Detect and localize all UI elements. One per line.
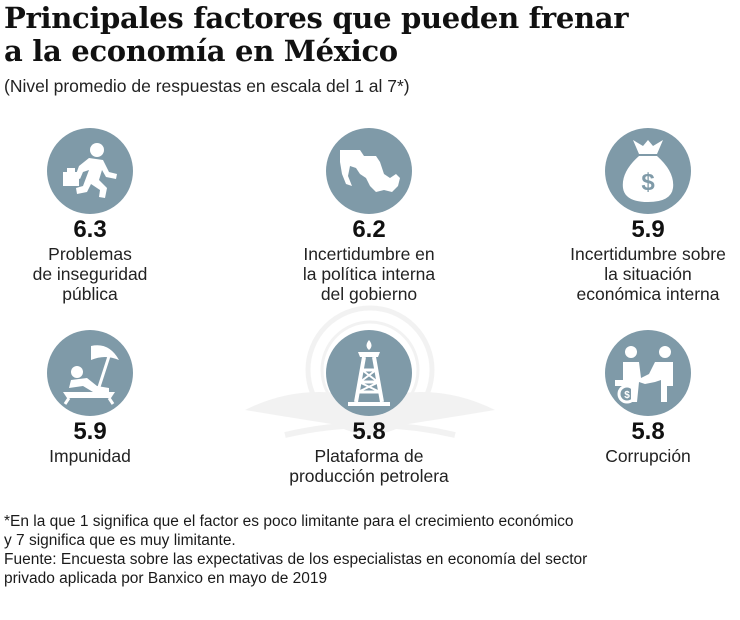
factor-value: 5.9 <box>631 216 665 243</box>
factor-label-line: Problemas <box>48 244 132 264</box>
factor-label: Problemas de inseguridad pública <box>0 244 210 304</box>
factor-label-line: la situación <box>604 264 692 284</box>
footnotes: *En la que 1 significa que el factor es … <box>4 512 734 588</box>
factor-label-line: Incertidumbre en <box>303 244 435 264</box>
factor-card-inseguridad: 6.3 Problemas de inseguridad pública <box>0 128 210 304</box>
beach-relax-icon <box>63 345 119 405</box>
factor-label-line: pública <box>62 284 118 304</box>
chart-subtitle: (Nivel promedio de respuestas en escala … <box>4 76 410 96</box>
factor-label: Corrupción <box>528 446 740 466</box>
mexico-map-icon <box>340 150 400 192</box>
icon-circle: $ <box>605 128 691 214</box>
factor-label-line: económica interna <box>576 284 720 304</box>
factor-card-impunidad: 5.9 Impunidad <box>0 330 210 466</box>
footnote-line: *En la que 1 significa que el factor es … <box>4 513 574 530</box>
factor-label-line: producción petrolera <box>289 466 449 486</box>
title-line-1: Principales factores que pueden frenar <box>4 1 629 35</box>
factor-label-line: Corrupción <box>605 446 691 466</box>
factor-card-politica: 6.2 Incertidumbre en la política interna… <box>249 128 489 304</box>
icon-circle: $ <box>605 330 691 416</box>
svg-text:$: $ <box>641 169 655 196</box>
factor-value: 6.2 <box>352 216 386 243</box>
factor-card-petrolera: 5.8 Plataforma de producción petrolera <box>249 330 489 486</box>
source-line: privado aplicada por Banxico en mayo de … <box>4 570 328 587</box>
factor-label: Impunidad <box>0 446 210 466</box>
factor-label-line: Plataforma de <box>314 446 424 466</box>
factor-label-line: Incertidumbre sobre <box>570 244 726 264</box>
factor-value: 5.8 <box>352 418 386 445</box>
factor-label: Incertidumbre sobre la situación económi… <box>528 244 740 304</box>
factor-label-line: de inseguridad <box>32 264 148 284</box>
icon-circle <box>326 128 412 214</box>
title-line-2: a la economía en México <box>4 34 398 68</box>
oil-rig-icon <box>348 340 390 406</box>
factor-label-line: del gobierno <box>320 284 418 304</box>
icon-circle <box>326 330 412 416</box>
factor-value: 6.3 <box>73 216 107 243</box>
footnote-line: y 7 significa que es muy limitante. <box>4 532 236 549</box>
money-bag-icon: $ <box>622 140 674 202</box>
source-line: Fuente: Encuesta sobre las expectativas … <box>4 551 588 568</box>
factor-value: 5.9 <box>73 418 107 445</box>
factor-value: 5.8 <box>631 418 665 445</box>
running-thief-icon <box>63 143 117 198</box>
factor-label-line: la política interna <box>302 264 436 284</box>
icon-circle <box>47 128 133 214</box>
factor-card-corrupcion: $ 5.8 Corrupción <box>528 330 740 466</box>
factor-card-economica: $ 5.9 Incertidumbre sobre la situación e… <box>528 128 740 304</box>
icon-circle <box>47 330 133 416</box>
factor-label: Incertidumbre en la política interna del… <box>249 244 489 304</box>
chart-title: Principales factores que pueden frenar a… <box>4 2 724 68</box>
bribe-handshake-icon: $ <box>615 346 673 404</box>
svg-text:$: $ <box>624 390 630 401</box>
factor-label: Plataforma de producción petrolera <box>249 446 489 486</box>
factor-label-line: Impunidad <box>49 446 131 466</box>
